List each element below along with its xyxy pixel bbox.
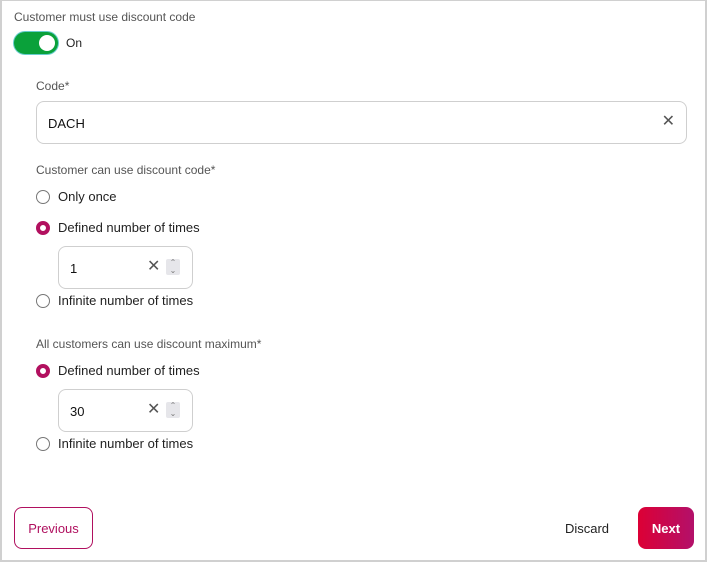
must-use-code-toggle[interactable]	[14, 32, 58, 54]
radio-label: Defined number of times	[58, 220, 200, 235]
radio-infinite-times[interactable]: Infinite number of times	[36, 293, 193, 308]
customer-count-stepper[interactable]: 1 ✕ ⌃ ⌄	[58, 246, 193, 289]
next-button[interactable]: Next	[638, 507, 694, 549]
spinner-icon[interactable]: ⌃ ⌄	[166, 259, 180, 275]
usage-all-customers-label: All customers can use discount maximum*	[36, 337, 262, 351]
code-label: Code*	[36, 79, 70, 93]
radio-defined-times[interactable]: Defined number of times	[36, 220, 200, 235]
toggle-state-label: On	[66, 36, 83, 50]
toggle-knob	[39, 35, 55, 51]
must-use-code-label: Customer must use discount code	[14, 10, 196, 24]
radio-max-defined-times[interactable]: Defined number of times	[36, 363, 200, 378]
radio-label: Only once	[58, 189, 117, 204]
close-icon[interactable]: ✕	[147, 401, 161, 418]
close-icon[interactable]: ✕	[147, 258, 161, 275]
close-icon[interactable]: ✕	[661, 113, 675, 130]
usage-per-customer-label: Customer can use discount code*	[36, 163, 216, 177]
max-count-stepper[interactable]: 30 ✕ ⌃ ⌄	[58, 389, 193, 432]
radio-label: Infinite number of times	[58, 293, 194, 308]
count-value: 1	[70, 261, 78, 276]
code-input[interactable]: DACH ✕	[36, 101, 687, 144]
radio-label: Infinite number of times	[58, 436, 194, 451]
spinner-icon[interactable]: ⌃ ⌄	[166, 402, 180, 418]
radio-only-once[interactable]: Only once	[36, 189, 117, 204]
previous-button[interactable]: Previous	[14, 507, 93, 549]
code-value: DACH	[48, 116, 85, 131]
discard-button[interactable]: Discard	[564, 520, 610, 536]
count-value: 30	[70, 404, 85, 419]
radio-label: Defined number of times	[58, 363, 200, 378]
radio-max-infinite-times[interactable]: Infinite number of times	[36, 436, 193, 451]
